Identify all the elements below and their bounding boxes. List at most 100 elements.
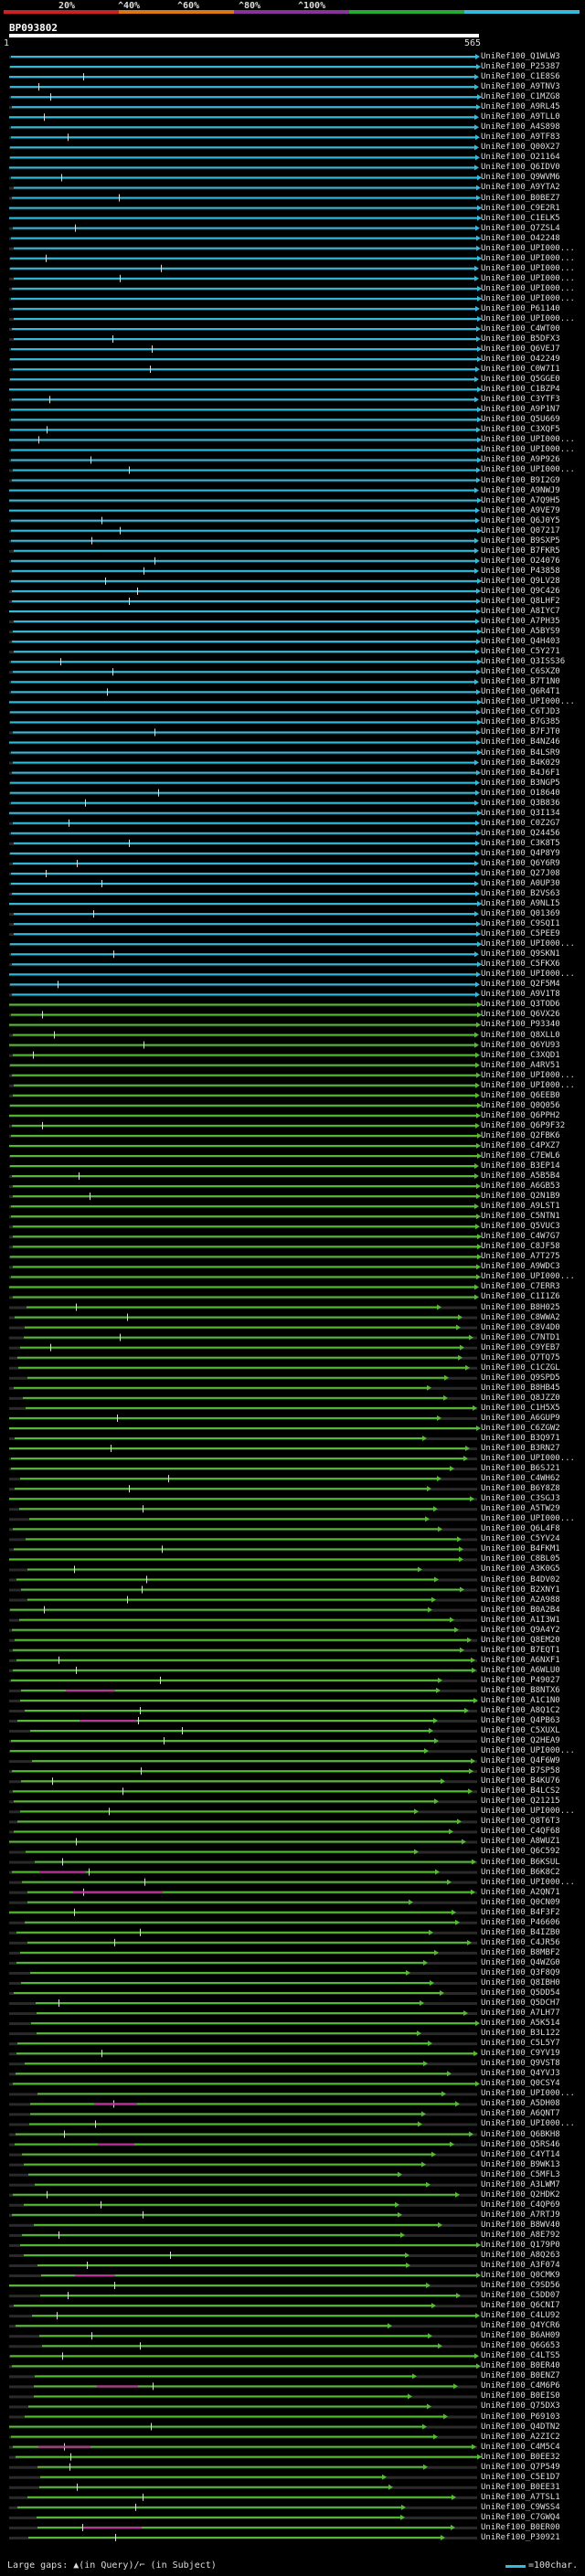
hit-label[interactable]: UniRef100_UPI000... — [481, 273, 575, 283]
hit-label[interactable]: UniRef100_UPI000... — [481, 939, 575, 949]
hit-row[interactable] — [9, 1132, 482, 1139]
hit-row[interactable] — [9, 2393, 477, 2400]
hit-label[interactable]: UniRef100_B0EE32 — [481, 2452, 560, 2462]
hit-row[interactable] — [9, 1727, 477, 1735]
hit-row[interactable] — [9, 73, 479, 81]
hit-label[interactable]: UniRef100_A3LWM7 — [481, 2179, 560, 2189]
hit-label[interactable]: UniRef100_A6GB53 — [481, 1182, 560, 1192]
hit-row[interactable] — [9, 2453, 482, 2461]
hit-row[interactable] — [9, 2422, 477, 2431]
hit-label[interactable]: UniRef100_UPI000... — [481, 243, 575, 253]
hit-label[interactable]: UniRef100_O42249 — [481, 355, 560, 365]
hit-label[interactable]: UniRef100_C5L5Y7 — [481, 2039, 560, 2049]
hit-label[interactable]: UniRef100_B9WK13 — [481, 2159, 560, 2169]
hit-row[interactable] — [9, 1959, 477, 1966]
hit-label[interactable]: UniRef100_A8Q263 — [481, 2250, 560, 2260]
hit-row[interactable] — [9, 295, 482, 302]
hit-row[interactable] — [9, 1868, 477, 1876]
hit-row[interactable] — [9, 1062, 480, 1068]
hit-label[interactable]: UniRef100_C5XUXL — [481, 1726, 560, 1736]
hit-row[interactable] — [9, 1152, 482, 1159]
hit-row[interactable] — [9, 749, 482, 756]
hit-row[interactable] — [9, 1617, 477, 1623]
hit-row[interactable] — [9, 1193, 481, 1201]
hit-row[interactable] — [9, 1456, 477, 1462]
hit-row[interactable] — [9, 2050, 478, 2058]
hit-row[interactable] — [9, 2312, 480, 2320]
hit-label[interactable]: UniRef100_A9WDC3 — [481, 1262, 560, 1272]
hit-label[interactable]: UniRef100_B9I2G9 — [481, 475, 560, 485]
hit-label[interactable]: UniRef100_Q6R4T1 — [481, 687, 560, 697]
hit-label[interactable]: UniRef100_C4WT00 — [481, 323, 560, 334]
hit-row[interactable] — [9, 1425, 481, 1431]
hit-label[interactable]: UniRef100_P93340 — [481, 1020, 560, 1030]
hit-label[interactable]: UniRef100_UPI000... — [481, 253, 575, 263]
hit-label[interactable]: UniRef100_B7T1N0 — [481, 677, 560, 687]
hit-label[interactable]: UniRef100_A3F074 — [481, 2260, 560, 2270]
hit-row[interactable] — [9, 1888, 477, 1896]
hit-label[interactable]: UniRef100_P46606 — [481, 1917, 560, 1927]
hit-label[interactable]: UniRef100_UPI000... — [481, 1807, 575, 1817]
hit-label[interactable]: UniRef100_Q5VUC3 — [481, 1222, 560, 1232]
hit-label[interactable]: UniRef100_C5E1D7 — [481, 2472, 560, 2482]
hit-label[interactable]: UniRef100_Q9A4Y2 — [481, 1625, 560, 1635]
hit-label[interactable]: UniRef100_Q6PPH2 — [481, 1110, 560, 1120]
hit-row[interactable] — [9, 1163, 479, 1170]
hit-row[interactable] — [9, 274, 479, 282]
hit-label[interactable]: UniRef100_C5FKX6 — [481, 959, 560, 970]
hit-label[interactable]: UniRef100_A6NXF1 — [481, 1655, 560, 1665]
hit-row[interactable] — [9, 1606, 477, 1614]
hit-row[interactable] — [9, 104, 481, 111]
hit-label[interactable]: UniRef100_Q4F6W9 — [481, 1756, 560, 1766]
hit-label[interactable]: UniRef100_Q6P9F32 — [481, 1120, 566, 1130]
hit-row[interactable] — [9, 2061, 477, 2067]
hit-label[interactable]: UniRef100_Q21215 — [481, 1797, 560, 1807]
hit-label[interactable]: UniRef100_C1BZP4 — [481, 385, 560, 395]
hit-row[interactable] — [9, 1092, 480, 1098]
hit-label[interactable]: UniRef100_A2ZIC2 — [481, 2432, 560, 2442]
hit-label[interactable]: UniRef100_Q2HDK2 — [481, 2189, 560, 2200]
hit-label[interactable]: UniRef100_B0ER00 — [481, 2522, 560, 2532]
hit-label[interactable]: UniRef100_Q6G653 — [481, 2341, 560, 2351]
hit-label[interactable]: UniRef100_A6WLU0 — [481, 1665, 560, 1675]
hit-row[interactable] — [9, 2493, 477, 2501]
hit-row[interactable] — [9, 235, 481, 241]
hit-label[interactable]: UniRef100_C0Z2G7 — [481, 818, 560, 828]
hit-row[interactable] — [9, 981, 480, 989]
hit-row[interactable] — [9, 1445, 477, 1453]
hit-label[interactable]: UniRef100_C4QP69 — [481, 2200, 560, 2210]
hit-label[interactable]: UniRef100_A5BYS9 — [481, 627, 560, 637]
hit-label[interactable]: UniRef100_Q8T6T3 — [481, 1817, 560, 1827]
hit-label[interactable]: UniRef100_UPI000... — [481, 970, 575, 980]
hit-label[interactable]: UniRef100_Q0Q056 — [481, 1100, 560, 1110]
hit-label[interactable]: UniRef100_C6TJD3 — [481, 707, 560, 717]
hit-label[interactable]: UniRef100_UPI000... — [481, 1746, 575, 1756]
hit-label[interactable]: UniRef100_Q9LV28 — [481, 576, 560, 586]
hit-row[interactable] — [9, 1777, 477, 1786]
hit-row[interactable] — [9, 1496, 477, 1502]
hit-label[interactable]: UniRef100_Q8IBH0 — [481, 1977, 560, 1988]
hit-row[interactable] — [9, 285, 482, 292]
hit-row[interactable] — [9, 356, 482, 363]
hit-label[interactable]: UniRef100_C3K8T5 — [481, 838, 560, 848]
hit-label[interactable]: UniRef100_Q6EEB0 — [481, 1090, 560, 1100]
hit-row[interactable] — [9, 2130, 477, 2138]
hit-label[interactable]: UniRef100_Q2F5M4 — [481, 980, 560, 990]
hit-label[interactable]: UniRef100_C5MFL3 — [481, 2169, 560, 2179]
hit-label[interactable]: UniRef100_C8WWA2 — [481, 1312, 560, 1322]
hit-label[interactable]: UniRef100_A9NLI5 — [481, 899, 560, 909]
hit-row[interactable] — [9, 1031, 479, 1039]
hit-label[interactable]: UniRef100_C8BL05 — [481, 1554, 560, 1564]
hit-label[interactable]: UniRef100_A7Q9H5 — [481, 495, 560, 505]
hit-row[interactable] — [9, 133, 480, 142]
hit-row[interactable] — [9, 2303, 477, 2309]
hit-label[interactable]: UniRef100_B3RN27 — [481, 1444, 560, 1454]
hit-label[interactable]: UniRef100_Q9VST8 — [481, 2059, 560, 2069]
hit-row[interactable] — [9, 1041, 479, 1049]
hit-label[interactable]: UniRef100_C4W7G7 — [481, 1232, 560, 1242]
hit-row[interactable] — [9, 1647, 477, 1653]
hit-label[interactable]: UniRef100_A9VE79 — [481, 505, 560, 515]
hit-label[interactable]: UniRef100_Q5GGE0 — [481, 375, 560, 385]
hit-row[interactable] — [9, 1354, 477, 1361]
hit-label[interactable]: UniRef100_P49027 — [481, 1675, 560, 1685]
